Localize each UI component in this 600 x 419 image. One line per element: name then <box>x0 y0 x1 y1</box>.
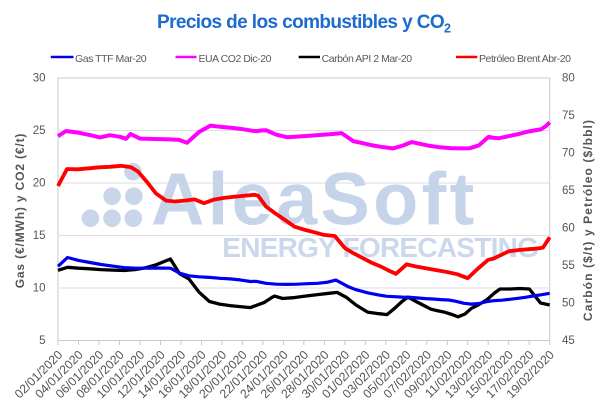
svg-text:75: 75 <box>562 110 575 122</box>
svg-text:80: 80 <box>562 73 575 85</box>
svg-text:Gas TTF Mar-20: Gas TTF Mar-20 <box>75 53 147 65</box>
svg-text:EUA CO2 Dic-20: EUA CO2 Dic-20 <box>199 53 272 65</box>
svg-text:70: 70 <box>562 148 575 160</box>
svg-text:50: 50 <box>562 298 575 310</box>
svg-text:30: 30 <box>33 73 46 85</box>
svg-text:Petróleo Brent Abr-20: Petróleo Brent Abr-20 <box>479 53 571 65</box>
svg-text:5: 5 <box>39 335 45 347</box>
svg-text:60: 60 <box>562 223 575 235</box>
svg-text:Gas (€/MWh) y CO2 (€/t): Gas (€/MWh) y CO2 (€/t) <box>13 133 27 289</box>
svg-text:20: 20 <box>33 178 46 190</box>
svg-text:25: 25 <box>33 125 46 137</box>
svg-text:65: 65 <box>562 185 575 197</box>
svg-text:10: 10 <box>33 283 46 295</box>
svg-text:AleaSoft: AleaSoft <box>151 158 478 241</box>
svg-text:15: 15 <box>33 230 46 242</box>
svg-text:55: 55 <box>562 260 575 272</box>
svg-text:45: 45 <box>562 335 575 347</box>
svg-text:Carbón ($/t) y Petróleo ($/bbl: Carbón ($/t) y Petróleo ($/bbl) <box>581 119 595 321</box>
svg-text:Precios de los combustibles y: Precios de los combustibles y CO2 <box>157 12 451 36</box>
svg-text:Carbón API 2 Mar-20: Carbón API 2 Mar-20 <box>322 53 413 65</box>
svg-text:ENERGY FORECASTING: ENERGY FORECASTING <box>222 232 538 263</box>
